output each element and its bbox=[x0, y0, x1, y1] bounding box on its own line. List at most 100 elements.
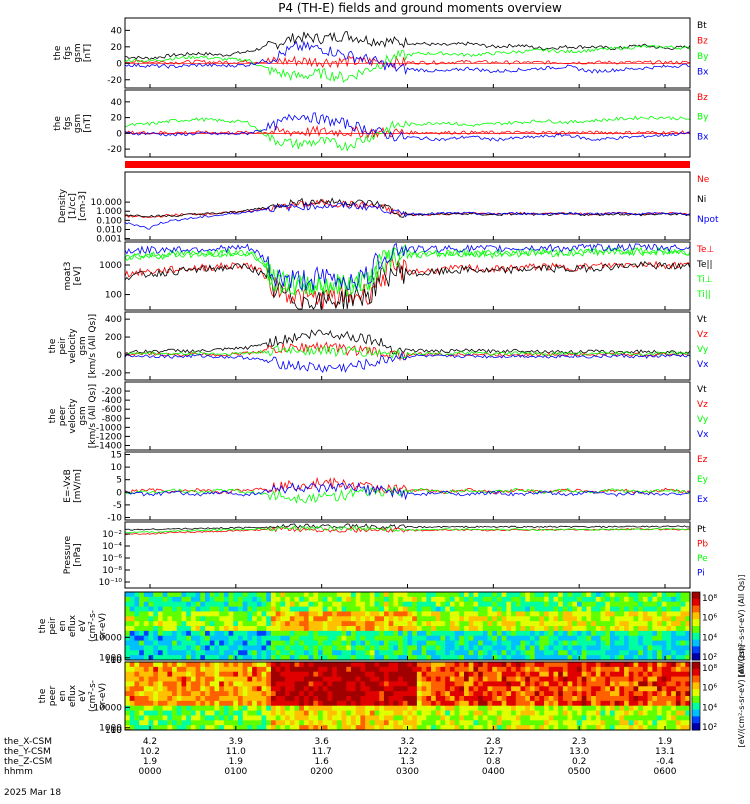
spectrogram-cell bbox=[525, 655, 531, 661]
spectrogram-cell bbox=[577, 696, 583, 702]
spectrogram-cell bbox=[355, 710, 361, 716]
spectrogram-cell bbox=[487, 696, 493, 702]
spectrogram-cell bbox=[172, 662, 178, 668]
spectrogram-cell bbox=[167, 671, 173, 678]
spectrogram-cell bbox=[666, 681, 672, 687]
spectrogram-cell bbox=[581, 635, 587, 642]
spectrogram-cell bbox=[238, 596, 244, 603]
spectrogram-cell bbox=[529, 611, 536, 617]
spectrogram-cell bbox=[402, 676, 408, 682]
spectrogram-cell bbox=[285, 606, 291, 612]
spectrogram-cell bbox=[548, 650, 554, 656]
spectrogram-cell bbox=[125, 671, 131, 678]
spectrogram-cell bbox=[299, 650, 305, 656]
spectrogram-cell bbox=[275, 655, 281, 661]
spectrogram-cell bbox=[313, 691, 319, 697]
spectrogram-cell bbox=[308, 705, 314, 712]
spectrogram-cell bbox=[242, 635, 248, 642]
spectrogram-cell bbox=[525, 616, 531, 622]
colorbar-tick-label: 10² bbox=[702, 653, 717, 663]
spectrogram-cell bbox=[657, 645, 663, 651]
spectrogram-cell bbox=[628, 725, 634, 731]
spectrogram-cell bbox=[487, 601, 493, 608]
spectrogram-cell bbox=[148, 700, 154, 707]
spectrogram-cell bbox=[581, 596, 587, 603]
spectrogram-cell bbox=[200, 640, 206, 646]
y-tick-label: 0 bbox=[116, 488, 122, 498]
spectrogram-cell bbox=[525, 700, 531, 707]
spectrogram-cell bbox=[214, 655, 220, 661]
spectrogram-cell bbox=[562, 681, 569, 687]
spectrogram-cell bbox=[609, 662, 616, 668]
spectrogram-cell bbox=[534, 626, 540, 632]
spectrogram-cell bbox=[680, 601, 686, 608]
spectrogram-cell bbox=[153, 705, 159, 712]
spectrogram-cell bbox=[577, 606, 583, 612]
spectrogram-cell bbox=[195, 592, 201, 598]
spectrogram-cell bbox=[515, 686, 521, 692]
spectrogram-cell bbox=[186, 720, 192, 726]
spectrogram-cell bbox=[186, 655, 192, 661]
spectrogram-cell bbox=[671, 626, 677, 632]
spectrogram-cell bbox=[360, 640, 366, 646]
spectrogram-cell bbox=[318, 725, 324, 731]
spectrogram-cell bbox=[176, 666, 182, 673]
spectrogram-cell bbox=[638, 671, 644, 678]
spectrogram-cell bbox=[431, 710, 437, 716]
spectrogram-cell bbox=[209, 676, 215, 682]
spectrogram-cell bbox=[647, 696, 653, 702]
spectrogram-cell bbox=[511, 621, 517, 627]
spectrogram-cell bbox=[633, 592, 639, 598]
spectrogram-cell bbox=[647, 606, 653, 612]
spectrogram-cell bbox=[374, 691, 380, 697]
spectrogram-cell bbox=[628, 645, 634, 651]
spectrogram-cell bbox=[336, 696, 343, 702]
spectrogram-cell bbox=[143, 671, 150, 678]
spectrogram-cell bbox=[605, 691, 611, 697]
spectrogram-cell bbox=[266, 691, 272, 697]
spectrogram-cell bbox=[261, 626, 267, 632]
spectrogram-cell bbox=[322, 616, 328, 622]
spectrogram-cell bbox=[525, 592, 531, 598]
spectrogram-cell bbox=[605, 640, 611, 646]
spectrogram-cell bbox=[515, 640, 521, 646]
spectrogram-cell bbox=[562, 710, 569, 716]
spectrogram-cell bbox=[609, 710, 616, 716]
spectrogram-cell bbox=[176, 635, 182, 642]
spectrogram-cell bbox=[181, 645, 187, 651]
spectrogram-cell bbox=[534, 725, 540, 731]
spectrogram-cell bbox=[416, 601, 423, 608]
spectrogram-cell bbox=[529, 655, 536, 661]
spectrogram-cell bbox=[440, 621, 446, 627]
spectrogram-cell bbox=[270, 596, 277, 603]
spectrogram-cell bbox=[355, 635, 361, 642]
spectrogram-cell bbox=[567, 640, 573, 646]
spectrogram-cell bbox=[558, 621, 564, 627]
spectrogram-cell bbox=[162, 626, 168, 632]
spectrogram-cell bbox=[416, 700, 423, 707]
spectrogram-cell bbox=[407, 676, 413, 682]
spectrogram-cell bbox=[153, 621, 159, 627]
spectrogram-cell bbox=[214, 596, 220, 603]
spectrogram-cell bbox=[190, 686, 197, 692]
spectrogram-cell bbox=[134, 621, 140, 627]
spectrogram-cell bbox=[459, 592, 465, 598]
spectrogram-cell bbox=[346, 596, 352, 603]
spectrogram-cell bbox=[407, 626, 413, 632]
spectrogram-cell bbox=[591, 635, 597, 642]
spectrogram-cell bbox=[520, 635, 526, 642]
spectrogram-cell bbox=[346, 720, 352, 726]
spectrogram-cell bbox=[341, 606, 347, 612]
spectrogram-cell bbox=[657, 611, 663, 617]
colorbar-cell bbox=[692, 696, 700, 700]
spectrogram-cell bbox=[666, 686, 672, 692]
colorbar-cell bbox=[692, 709, 700, 714]
spectrogram-cell bbox=[577, 630, 583, 637]
spectrogram-cell bbox=[308, 611, 314, 617]
spectrogram-cell bbox=[223, 662, 230, 668]
spectrogram-cell bbox=[567, 725, 573, 731]
spectrogram-cell bbox=[318, 662, 324, 668]
spectrogram-cell bbox=[614, 686, 620, 692]
spectrogram-cell bbox=[445, 630, 451, 637]
spectrogram-cell bbox=[388, 666, 394, 673]
